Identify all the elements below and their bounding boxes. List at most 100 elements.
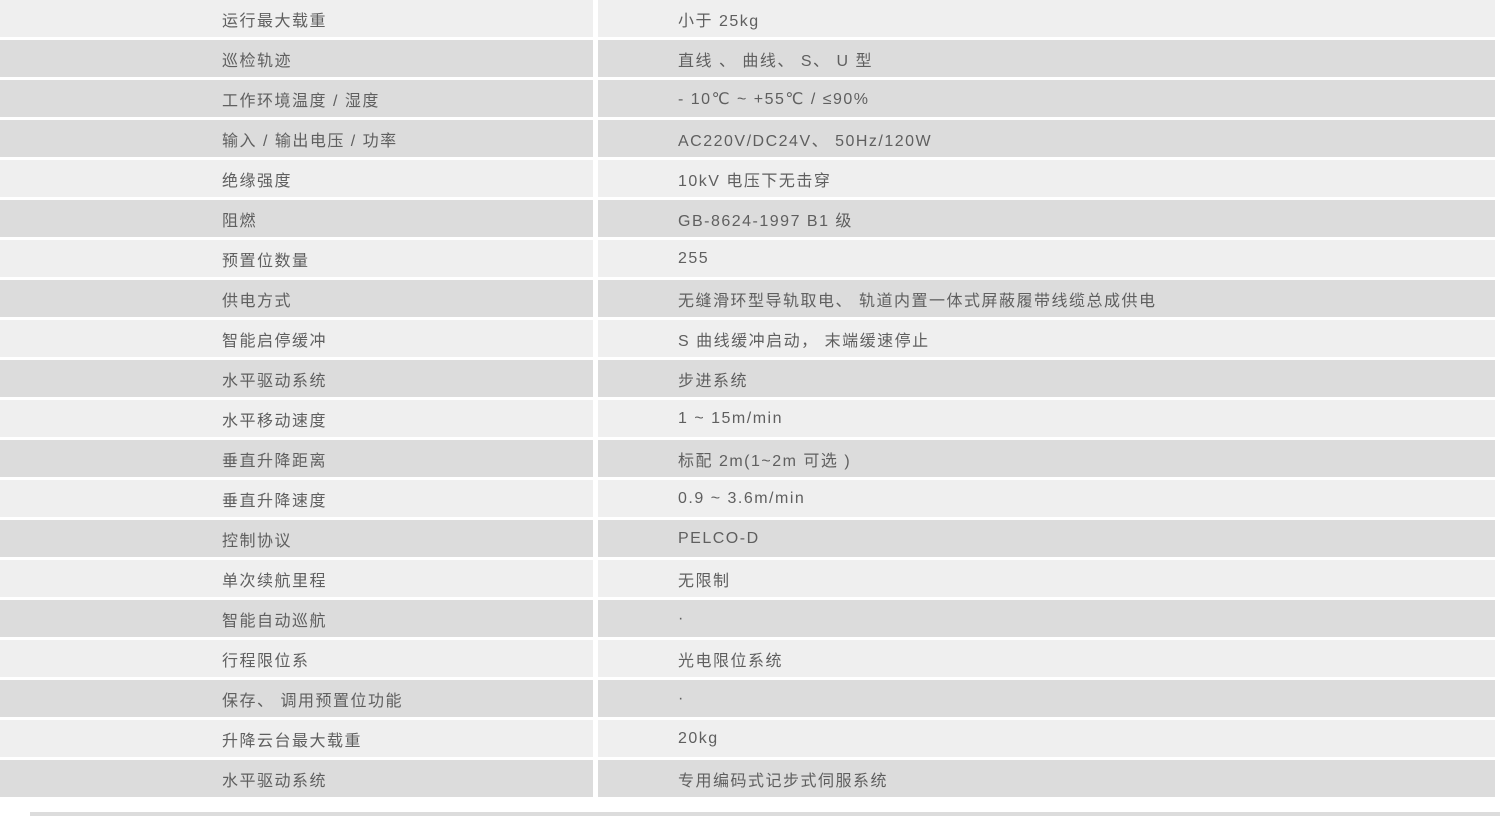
spec-label-cell: 阻燃 <box>0 200 593 237</box>
table-row: 水平移动速度 1 ~ 15m/min <box>0 400 1495 437</box>
table-row: 行程限位系 光电限位系统 <box>0 640 1495 677</box>
spec-label-cell: 绝缘强度 <box>0 160 593 197</box>
spec-label-cell: 巡检轨迹 <box>0 40 593 77</box>
spec-value: 无缝滑环型导轨取电、 轨道内置一体式屏蔽履带线缆总成供电 <box>678 292 1157 310</box>
spec-label-cell: 垂直升降距离 <box>0 440 593 477</box>
spec-value-cell: 255 <box>598 240 1495 277</box>
spec-value-cell: 直线 、 曲线、 S、 U 型 <box>598 40 1495 77</box>
next-row-partial-strip <box>30 812 1500 816</box>
spec-value-cell: 小于 25kg <box>598 0 1495 37</box>
spec-value: 直线 、 曲线、 S、 U 型 <box>678 52 873 70</box>
spec-value: 255 <box>678 249 710 267</box>
spec-label: 运行最大载重 <box>222 12 328 30</box>
spec-label: 水平移动速度 <box>222 412 328 430</box>
spec-value: · <box>678 689 685 707</box>
spec-label-cell: 智能自动巡航 <box>0 600 593 637</box>
spec-label-cell: 升降云台最大载重 <box>0 720 593 757</box>
table-row: 阻燃 GB-8624-1997 B1 级 <box>0 200 1495 237</box>
spec-label-cell: 控制协议 <box>0 520 593 557</box>
table-row: 供电方式 无缝滑环型导轨取电、 轨道内置一体式屏蔽履带线缆总成供电 <box>0 280 1495 317</box>
spec-label-cell: 保存、 调用预置位功能 <box>0 680 593 717</box>
spec-value: 无限制 <box>678 572 731 590</box>
spec-value-cell: 1 ~ 15m/min <box>598 400 1495 437</box>
spec-label: 智能自动巡航 <box>222 612 328 630</box>
spec-label: 控制协议 <box>222 532 293 550</box>
spec-label-cell: 预置位数量 <box>0 240 593 277</box>
spec-value: 步进系统 <box>678 372 749 390</box>
table-row: 预置位数量 255 <box>0 240 1495 277</box>
spec-label-cell: 输入 / 输出电压 / 功率 <box>0 120 593 157</box>
spec-label: 供电方式 <box>222 292 293 310</box>
spec-value-cell: 专用编码式记步式伺服系统 <box>598 760 1495 797</box>
spec-label: 绝缘强度 <box>222 172 293 190</box>
table-row: 升降云台最大载重 20kg <box>0 720 1495 757</box>
spec-value-cell: PELCO-D <box>598 520 1495 557</box>
spec-label: 保存、 调用预置位功能 <box>222 692 403 710</box>
table-row: 垂直升降距离 标配 2m(1~2m 可选 ) <box>0 440 1495 477</box>
table-row: 绝缘强度 10kV 电压下无击穿 <box>0 160 1495 197</box>
spec-value: 10kV 电压下无击穿 <box>678 172 832 190</box>
spec-value: GB-8624-1997 B1 级 <box>678 212 853 230</box>
spec-label-cell: 智能启停缓冲 <box>0 320 593 357</box>
spec-value-cell: 0.9 ~ 3.6m/min <box>598 480 1495 517</box>
spec-label: 输入 / 输出电压 / 功率 <box>222 132 398 150</box>
spec-value: 小于 25kg <box>678 12 760 30</box>
spec-label: 巡检轨迹 <box>222 52 293 70</box>
spec-label-cell: 水平移动速度 <box>0 400 593 437</box>
table-row: 智能自动巡航 · <box>0 600 1495 637</box>
spec-value: 0.9 ~ 3.6m/min <box>678 489 806 507</box>
spec-label: 垂直升降速度 <box>222 492 328 510</box>
spec-value: 专用编码式记步式伺服系统 <box>678 772 889 790</box>
spec-value-cell: 标配 2m(1~2m 可选 ) <box>598 440 1495 477</box>
spec-value-cell: 20kg <box>598 720 1495 757</box>
spec-value: PELCO-D <box>678 529 760 547</box>
spec-label-cell: 行程限位系 <box>0 640 593 677</box>
spec-value-cell: S 曲线缓冲启动， 末端缓速停止 <box>598 320 1495 357</box>
spec-value-cell: GB-8624-1997 B1 级 <box>598 200 1495 237</box>
spec-label: 单次续航里程 <box>222 572 328 590</box>
spec-label: 垂直升降距离 <box>222 452 328 470</box>
spec-label: 水平驱动系统 <box>222 772 328 790</box>
spec-label-cell: 水平驱动系统 <box>0 360 593 397</box>
table-row: 巡检轨迹 直线 、 曲线、 S、 U 型 <box>0 40 1495 77</box>
table-row: 输入 / 输出电压 / 功率 AC220V/DC24V、 50Hz/120W <box>0 120 1495 157</box>
spec-label: 行程限位系 <box>222 652 310 670</box>
spec-value: 光电限位系统 <box>678 652 784 670</box>
spec-label: 工作环境温度 / 湿度 <box>222 92 380 110</box>
table-row: 控制协议 PELCO-D <box>0 520 1495 557</box>
spec-label: 预置位数量 <box>222 252 310 270</box>
spec-value-cell: 10kV 电压下无击穿 <box>598 160 1495 197</box>
spec-value-cell: · <box>598 680 1495 717</box>
spec-label: 升降云台最大载重 <box>222 732 363 750</box>
spec-label-cell: 水平驱动系统 <box>0 760 593 797</box>
spec-label-cell: 垂直升降速度 <box>0 480 593 517</box>
spec-label: 智能启停缓冲 <box>222 332 328 350</box>
table-row: 水平驱动系统 专用编码式记步式伺服系统 <box>0 760 1495 797</box>
spec-label: 阻燃 <box>222 212 258 230</box>
spec-value: 20kg <box>678 729 719 747</box>
table-row: 垂直升降速度 0.9 ~ 3.6m/min <box>0 480 1495 517</box>
table-row: 保存、 调用预置位功能 · <box>0 680 1495 717</box>
spec-value-cell: - 10℃ ~ +55℃ / ≤90% <box>598 80 1495 117</box>
spec-value-cell: AC220V/DC24V、 50Hz/120W <box>598 120 1495 157</box>
spec-value: AC220V/DC24V、 50Hz/120W <box>678 132 933 150</box>
spec-value-cell: 无缝滑环型导轨取电、 轨道内置一体式屏蔽履带线缆总成供电 <box>598 280 1495 317</box>
spec-value: S 曲线缓冲启动， 末端缓速停止 <box>678 332 930 350</box>
spec-label: 水平驱动系统 <box>222 372 328 390</box>
spec-label-cell: 运行最大载重 <box>0 0 593 37</box>
table-row: 水平驱动系统 步进系统 <box>0 360 1495 397</box>
table-row: 运行最大载重 小于 25kg <box>0 0 1495 37</box>
spec-value-cell: · <box>598 600 1495 637</box>
spec-value: 标配 2m(1~2m 可选 ) <box>678 452 852 470</box>
spec-value-cell: 无限制 <box>598 560 1495 597</box>
spec-value: · <box>678 609 685 627</box>
table-row: 工作环境温度 / 湿度 - 10℃ ~ +55℃ / ≤90% <box>0 80 1495 117</box>
table-row: 单次续航里程 无限制 <box>0 560 1495 597</box>
spec-value: - 10℃ ~ +55℃ / ≤90% <box>678 90 870 108</box>
spec-label-cell: 单次续航里程 <box>0 560 593 597</box>
table-row: 智能启停缓冲 S 曲线缓冲启动， 末端缓速停止 <box>0 320 1495 357</box>
spec-label-cell: 供电方式 <box>0 280 593 317</box>
spec-value-cell: 步进系统 <box>598 360 1495 397</box>
spec-label-cell: 工作环境温度 / 湿度 <box>0 80 593 117</box>
